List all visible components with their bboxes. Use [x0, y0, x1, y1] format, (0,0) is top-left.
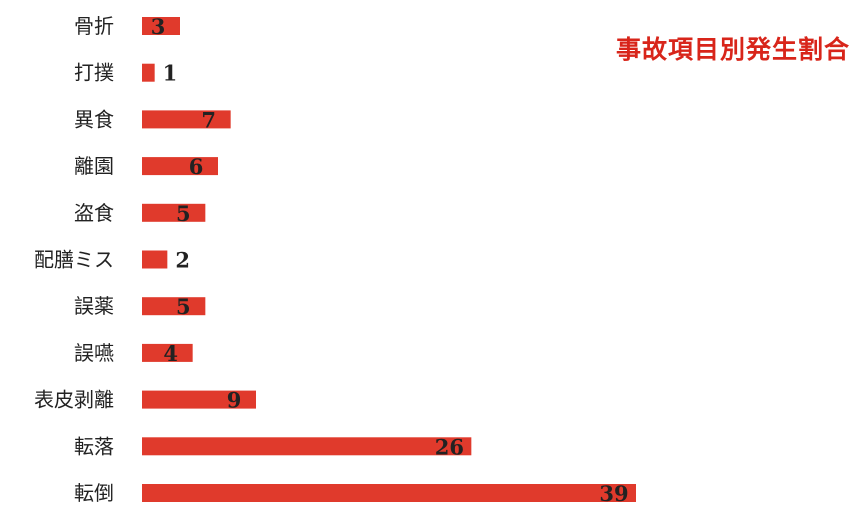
data-label: 2 — [175, 248, 190, 273]
bar — [142, 110, 231, 129]
bar — [142, 484, 636, 502]
category-label: 誤薬 — [74, 294, 114, 318]
bar — [142, 437, 472, 456]
category-label: 表皮剥離 — [34, 388, 114, 412]
data-label: 1 — [163, 61, 178, 86]
chart-title: 事故項目別発生割合 — [615, 35, 850, 64]
bar — [142, 63, 155, 82]
bar — [142, 203, 206, 222]
bar — [142, 297, 206, 316]
data-label: 3 — [151, 14, 166, 39]
data-label: 6 — [189, 154, 204, 179]
data-label: 5 — [176, 294, 191, 319]
data-label: 5 — [176, 201, 191, 226]
data-label: 39 — [599, 481, 628, 506]
bar — [142, 17, 180, 35]
category-label: 転落 — [74, 434, 114, 458]
data-label: 4 — [163, 341, 178, 366]
category-label: 打撲 — [74, 61, 114, 85]
category-label: 盗食 — [74, 201, 114, 225]
category-label: 誤嚥 — [74, 341, 114, 365]
bar — [142, 157, 218, 176]
bar — [142, 390, 256, 409]
category-label: 離園 — [74, 154, 114, 178]
category-label: 配膳ミス — [34, 248, 114, 272]
data-label: 9 — [227, 388, 242, 413]
category-label: 骨折 — [74, 14, 114, 38]
bar — [142, 343, 193, 362]
bar — [142, 250, 168, 269]
data-label: 7 — [201, 107, 216, 132]
category-label: 転倒 — [74, 481, 114, 505]
data-label: 26 — [435, 434, 464, 459]
category-label: 異食 — [74, 107, 114, 131]
